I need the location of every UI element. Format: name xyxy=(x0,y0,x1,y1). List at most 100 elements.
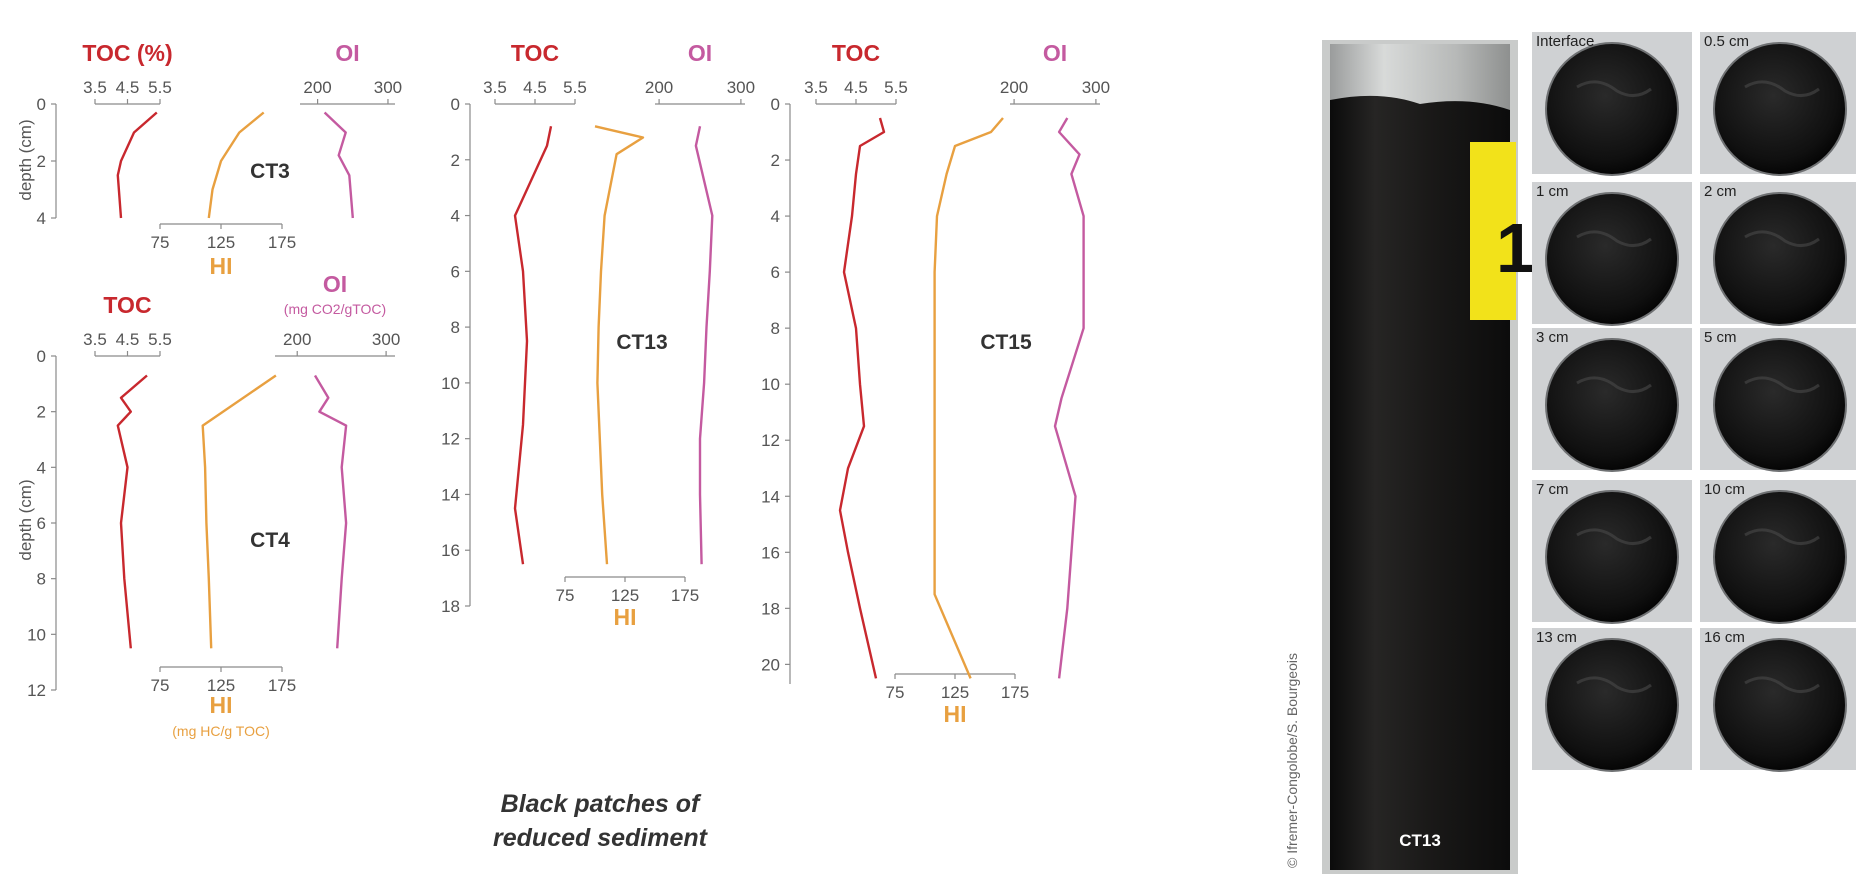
toc-profile-line xyxy=(513,126,553,565)
slice-label: 2 cm xyxy=(1704,183,1737,200)
oi-profile-line xyxy=(313,374,348,649)
toc-tick-label: 4.5 xyxy=(523,78,547,97)
hi-title: HI xyxy=(210,692,233,718)
hi-profile-line xyxy=(201,374,277,649)
oi-profile-line xyxy=(694,126,714,565)
toc-profile-line xyxy=(116,374,148,649)
depth-tick-label: 6 xyxy=(37,514,46,533)
hi-tick-label: 75 xyxy=(556,586,575,605)
toc-title: TOC (%) xyxy=(82,40,172,66)
slice-sheen xyxy=(1744,676,1820,693)
depth-tick-label: 20 xyxy=(761,655,780,674)
core-label: CT3 xyxy=(250,160,290,183)
oi-unit: (mg CO2/gTOC) xyxy=(284,301,386,317)
toc-title: TOC xyxy=(103,292,151,318)
svg-text:1: 1 xyxy=(1496,209,1535,287)
toc-profile-line xyxy=(116,111,158,219)
slice-dish xyxy=(1713,638,1847,772)
oi-tick-label: 300 xyxy=(374,78,402,97)
depth-tick-label: 18 xyxy=(761,599,780,618)
oi-tick-label: 200 xyxy=(303,78,331,97)
depth-tick-label: 0 xyxy=(451,95,460,114)
hi-unit: (mg HC/g TOC) xyxy=(172,723,270,739)
slice-sheen xyxy=(1744,528,1820,545)
depth-tick-label: 10 xyxy=(761,375,780,394)
slice-label: 5 cm xyxy=(1704,329,1737,346)
oi-title: OI xyxy=(1043,40,1067,66)
slice-dish xyxy=(1713,192,1847,326)
toc-tick-label: 3.5 xyxy=(804,78,828,97)
slice-dish xyxy=(1713,490,1847,624)
toc-title: TOC xyxy=(832,40,880,66)
depth-tick-label: 16 xyxy=(761,543,780,562)
slice-sheen xyxy=(1744,376,1820,393)
photo-credit: © Ifremer-Congolobe/S. Bourgeois xyxy=(1284,653,1300,868)
depth-tick-label: 6 xyxy=(451,262,460,281)
toc-profile-line xyxy=(838,117,886,679)
slice-dish xyxy=(1545,192,1679,326)
hi-title: HI xyxy=(210,253,233,279)
toc-tick-label: 5.5 xyxy=(884,78,908,97)
slice-dish xyxy=(1545,638,1679,772)
toc-title: TOC xyxy=(511,40,559,66)
panel-ct4: 0 2 4 6 8 10 12 depth (cm) 3.5 4.5 5.5 TOC 200 300 OI (… xyxy=(16,271,400,739)
hi-title: HI xyxy=(614,604,637,630)
core-label: CT13 xyxy=(616,331,667,354)
toc-tick-label: 4.5 xyxy=(844,78,868,97)
hi-tick-label: 175 xyxy=(268,676,296,695)
core-label-tag xyxy=(1470,142,1516,320)
slice-sheen xyxy=(1576,230,1652,247)
slice-sheen xyxy=(1576,528,1652,545)
oi-title: OI xyxy=(688,40,712,66)
oi-title: OI xyxy=(335,40,359,66)
core-photo-label: CT13 xyxy=(1399,831,1441,850)
depth-tick-label: 0 xyxy=(771,95,780,114)
depth-axis-title: depth (cm) xyxy=(16,479,35,560)
toc-tick-label: 4.5 xyxy=(116,78,140,97)
slice-label: 1 cm xyxy=(1536,183,1569,200)
depth-tick-label: 16 xyxy=(441,541,460,560)
hi-profile-line xyxy=(933,117,1004,679)
depth-tick-label: 2 xyxy=(37,152,46,171)
slice-label: Interface xyxy=(1536,33,1594,50)
toc-tick-label: 5.5 xyxy=(148,330,172,349)
oi-tick-label: 200 xyxy=(1000,78,1028,97)
caption-line1: Black patches of xyxy=(501,790,702,818)
toc-tick-label: 5.5 xyxy=(563,78,587,97)
depth-tick-label: 14 xyxy=(761,487,780,506)
slice-dish xyxy=(1545,338,1679,472)
slice-dish xyxy=(1545,490,1679,624)
slice-sheen xyxy=(1744,80,1820,97)
hi-tick-label: 75 xyxy=(151,676,170,695)
hi-profile-line xyxy=(594,125,645,565)
slice-label: 13 cm xyxy=(1536,629,1577,646)
toc-tick-label: 3.5 xyxy=(483,78,507,97)
hi-tick-label: 75 xyxy=(151,233,170,252)
depth-tick-label: 0 xyxy=(37,95,46,114)
depth-tick-label: 2 xyxy=(771,151,780,170)
depth-tick-label: 8 xyxy=(771,319,780,338)
oi-title: OI xyxy=(323,271,347,297)
depth-tick-label: 18 xyxy=(441,597,460,616)
depth-tick-label: 12 xyxy=(761,431,780,450)
depth-axis-title: depth (cm) xyxy=(16,119,35,200)
slice-label: 7 cm xyxy=(1536,481,1569,498)
oi-profile-line xyxy=(323,111,354,219)
toc-tick-label: 5.5 xyxy=(148,78,172,97)
hi-tick-label: 175 xyxy=(268,233,296,252)
depth-tick-label: 14 xyxy=(441,485,460,504)
slice-label: 16 cm xyxy=(1704,629,1745,646)
depth-tick-label: 12 xyxy=(441,430,460,449)
depth-tick-label: 2 xyxy=(37,403,46,422)
depth-tick-label: 6 xyxy=(771,263,780,282)
hi-tick-label: 125 xyxy=(207,233,235,252)
depth-tick-label: 2 xyxy=(451,151,460,170)
slice-dish xyxy=(1713,42,1847,176)
hi-tick-label: 75 xyxy=(886,683,905,702)
oi-tick-label: 300 xyxy=(1082,78,1110,97)
hi-tick-label: 125 xyxy=(941,683,969,702)
hi-tick-label: 175 xyxy=(1001,683,1029,702)
oi-tick-label: 300 xyxy=(372,330,400,349)
